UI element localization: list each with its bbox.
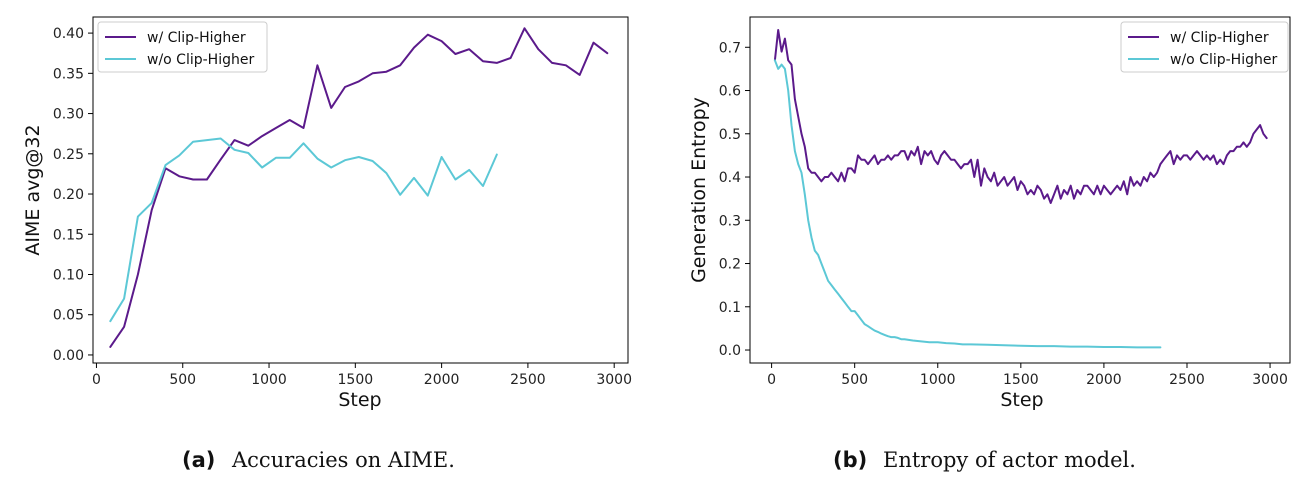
y-tick-label: 0.3 bbox=[719, 213, 741, 229]
panel-accuracy-chart: 0.00 0.05 0.10 0.15 0.20 0.25 0.30 0.35 0.40 0 50… bbox=[22, 16, 632, 411]
legend-label-without: w/o Clip-Higher bbox=[1170, 52, 1277, 68]
x-tick-label: 3000 bbox=[1252, 372, 1288, 388]
x-tick-label: 2000 bbox=[1086, 372, 1122, 388]
series-line-with-clip-higher bbox=[773, 29, 1268, 204]
caption-b: (b) Entropy of actor model. bbox=[833, 448, 1136, 472]
series-line-with-clip-higher bbox=[109, 27, 609, 348]
y-tick-label: 0.00 bbox=[53, 348, 84, 364]
plot-area-frame bbox=[92, 16, 629, 364]
series-line-without-clip-higher bbox=[109, 137, 498, 323]
legend-label-without: w/o Clip-Higher bbox=[147, 52, 254, 68]
plot-area-frame bbox=[749, 16, 1291, 364]
caption-b-text: Entropy of actor model. bbox=[883, 448, 1136, 472]
x-tick-label: 500 bbox=[169, 372, 196, 388]
y-tick-label: 0.4 bbox=[719, 170, 741, 186]
y-tick-label: 0.15 bbox=[53, 227, 84, 243]
x-tick-label: 0 bbox=[92, 372, 101, 388]
x-tick-label: 0 bbox=[767, 372, 776, 388]
y-tick-label: 0.2 bbox=[719, 257, 741, 273]
x-tick-label: 1000 bbox=[920, 372, 956, 388]
caption-a-letter: (a) bbox=[182, 448, 215, 472]
y-tick-label: 0.5 bbox=[719, 127, 741, 143]
x-tick-label: 500 bbox=[841, 372, 868, 388]
y-axis-label: Generation Entropy bbox=[688, 97, 710, 283]
y-tick-label: 0.20 bbox=[53, 187, 84, 203]
legend-label-with: w/ Clip-Higher bbox=[147, 30, 246, 46]
y-tick-label: 0.7 bbox=[719, 40, 741, 56]
panel-entropy-chart: 0.0 0.1 0.2 0.3 0.4 0.5 0.6 0.7 0 500 1000 1500 200… bbox=[688, 16, 1291, 411]
legend: w/ Clip-Higher w/o Clip-Higher bbox=[1120, 21, 1289, 73]
legend-box bbox=[97, 21, 268, 73]
y-tick-label: 0.1 bbox=[719, 300, 741, 316]
caption-a: (a) Accuracies on AIME. bbox=[182, 448, 455, 472]
x-tick-label: 1500 bbox=[338, 372, 374, 388]
y-tick-label: 0.25 bbox=[53, 147, 84, 163]
y-tick-label: 0.40 bbox=[53, 26, 84, 42]
x-axis-label: Step bbox=[338, 389, 381, 411]
series-line-without-clip-higher bbox=[773, 59, 1162, 349]
legend-box bbox=[1120, 21, 1289, 73]
x-tick-label: 2500 bbox=[510, 372, 546, 388]
y-tick-label: 0.0 bbox=[719, 343, 741, 359]
y-tick-label: 0.05 bbox=[53, 308, 84, 324]
legend-label-with: w/ Clip-Higher bbox=[1170, 30, 1269, 46]
legend: w/ Clip-Higher w/o Clip-Higher bbox=[97, 21, 268, 73]
y-axis-label: AIME avg@32 bbox=[22, 124, 44, 255]
y-tick-label: 0.35 bbox=[53, 66, 84, 82]
x-tick-label: 1500 bbox=[1003, 372, 1039, 388]
caption-a-text: Accuracies on AIME. bbox=[231, 448, 455, 472]
x-tick-label: 2500 bbox=[1169, 372, 1205, 388]
x-tick-label: 1000 bbox=[251, 372, 287, 388]
x-tick-label: 3000 bbox=[596, 372, 632, 388]
y-tick-label: 0.30 bbox=[53, 107, 84, 123]
y-tick-label: 0.10 bbox=[53, 267, 84, 283]
x-axis-label: Step bbox=[1000, 389, 1043, 411]
caption-b-letter: (b) bbox=[833, 448, 867, 472]
x-tick-label: 2000 bbox=[424, 372, 460, 388]
y-tick-label: 0.6 bbox=[719, 84, 741, 100]
